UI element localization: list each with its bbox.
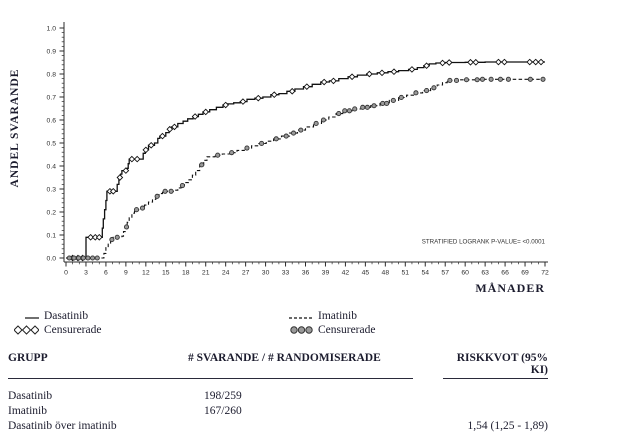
dashed-line-swatch-icon bbox=[288, 312, 313, 320]
header-gap bbox=[413, 352, 443, 379]
y-axis-label: ANDEL SVARANDE bbox=[9, 68, 21, 188]
svg-text:51: 51 bbox=[402, 270, 410, 277]
svg-text:72: 72 bbox=[541, 270, 549, 277]
header-grupp: GRUPP bbox=[8, 352, 188, 379]
svg-text:0: 0 bbox=[64, 270, 68, 277]
legend-label-dasatinib: Dasatinib bbox=[44, 310, 89, 322]
svg-text:0.7: 0.7 bbox=[47, 94, 57, 101]
cell-group: Dasatinib bbox=[8, 390, 53, 402]
svg-text:54: 54 bbox=[421, 270, 429, 277]
svg-text:30: 30 bbox=[262, 270, 270, 277]
cell-group: Dasatinib över imatinib bbox=[8, 420, 117, 432]
svg-text:1.0: 1.0 bbox=[47, 25, 57, 32]
table-header-row: GRUPP # SVARANDE / # RANDOMISERADE RISKK… bbox=[8, 352, 548, 379]
svg-text:42: 42 bbox=[342, 270, 350, 277]
svg-text:48: 48 bbox=[382, 270, 390, 277]
svg-text:21: 21 bbox=[202, 270, 210, 277]
cell-risk bbox=[443, 404, 548, 419]
cell-responders: 198/259 bbox=[204, 390, 242, 402]
results-table: GRUPP # SVARANDE / # RANDOMISERADE RISKK… bbox=[8, 352, 548, 434]
legend-label-dasatinib-censored: Censurerade bbox=[44, 324, 102, 336]
svg-text:0.4: 0.4 bbox=[47, 163, 57, 170]
svg-text:57: 57 bbox=[441, 270, 449, 277]
svg-text:0.3: 0.3 bbox=[47, 186, 57, 193]
legend-label-imatinib: Imatinib bbox=[318, 310, 357, 322]
table-row: Imatinib 167/260 bbox=[8, 404, 548, 419]
svg-text:9: 9 bbox=[124, 270, 128, 277]
svg-text:45: 45 bbox=[362, 270, 370, 277]
cell-group: Imatinib bbox=[8, 405, 47, 417]
diamond-markers-icon bbox=[14, 325, 39, 335]
legend-label-imatinib-censored: Censurerade bbox=[318, 324, 376, 336]
svg-text:24: 24 bbox=[222, 270, 230, 277]
svg-text:0.1: 0.1 bbox=[47, 232, 57, 239]
svg-text:3: 3 bbox=[84, 270, 88, 277]
svg-text:66: 66 bbox=[501, 270, 509, 277]
legend-entry-dasatinib-line: Dasatinib bbox=[14, 309, 101, 323]
svg-text:33: 33 bbox=[282, 270, 290, 277]
x-axis-label: MÅNADER bbox=[475, 281, 545, 295]
cell-responders: 167/260 bbox=[204, 405, 242, 417]
cell-risk: 1,54 (1,25 - 1,89) bbox=[467, 420, 549, 432]
legend-group-dasatinib: Dasatinib Censurerade bbox=[14, 309, 101, 337]
svg-text:0.0: 0.0 bbox=[47, 255, 57, 262]
svg-text:18: 18 bbox=[182, 270, 190, 277]
legend-group-imatinib: Imatinib Censurerade bbox=[288, 309, 375, 337]
legend-entry-dasatinib-censored: Censurerade bbox=[14, 323, 101, 337]
svg-text:0.5: 0.5 bbox=[47, 140, 57, 147]
chart-generated-layer: 0.00.10.20.30.40.50.60.70.80.91.00 3 6 9 12 1… bbox=[47, 22, 549, 277]
header-svarande-randomiserade: # SVARANDE / # RANDOMISERADE bbox=[188, 352, 413, 379]
svg-text:0.2: 0.2 bbox=[47, 209, 57, 216]
chart-plot-svg: 0.00.10.20.30.40.50.60.70.80.91.00 3 6 9 12 1… bbox=[47, 22, 549, 277]
svg-text:27: 27 bbox=[242, 270, 250, 277]
svg-text:6: 6 bbox=[104, 270, 108, 277]
svg-text:36: 36 bbox=[302, 270, 310, 277]
table-row: Dasatinib över imatinib 1,54 (1,25 - 1,8… bbox=[8, 419, 548, 434]
solid-line-swatch-icon bbox=[14, 312, 39, 320]
svg-text:63: 63 bbox=[481, 270, 489, 277]
cell-responders bbox=[188, 419, 413, 434]
svg-text:0.8: 0.8 bbox=[47, 71, 57, 78]
svg-text:0.6: 0.6 bbox=[47, 117, 57, 124]
svg-text:15: 15 bbox=[162, 270, 170, 277]
header-riskkvot: RISKKVOT (95% KI) bbox=[443, 352, 548, 379]
svg-text:60: 60 bbox=[461, 270, 469, 277]
cell-risk bbox=[443, 389, 548, 404]
table-row: Dasatinib 198/259 bbox=[8, 389, 548, 404]
legend-entry-imatinib-line: Imatinib bbox=[288, 309, 375, 323]
pvalue-annotation: STRATIFIED LOGRANK P-VALUE= <0.0001 bbox=[422, 239, 546, 246]
svg-text:39: 39 bbox=[322, 270, 330, 277]
circle-markers-icon bbox=[288, 325, 313, 335]
svg-text:12: 12 bbox=[142, 270, 150, 277]
svg-text:69: 69 bbox=[521, 270, 529, 277]
table-body: Dasatinib 198/259 Imatinib 167/260 Dasat… bbox=[8, 389, 548, 434]
legend-entry-imatinib-censored: Censurerade bbox=[288, 323, 375, 337]
svg-text:0.9: 0.9 bbox=[47, 48, 57, 55]
survival-chart: 0.0 0.1 0.2 0.3 0.4 0.5 0.6 0.7 0.8 0.9 1.0 0 3 6 9 12 1… bbox=[9, 22, 549, 295]
